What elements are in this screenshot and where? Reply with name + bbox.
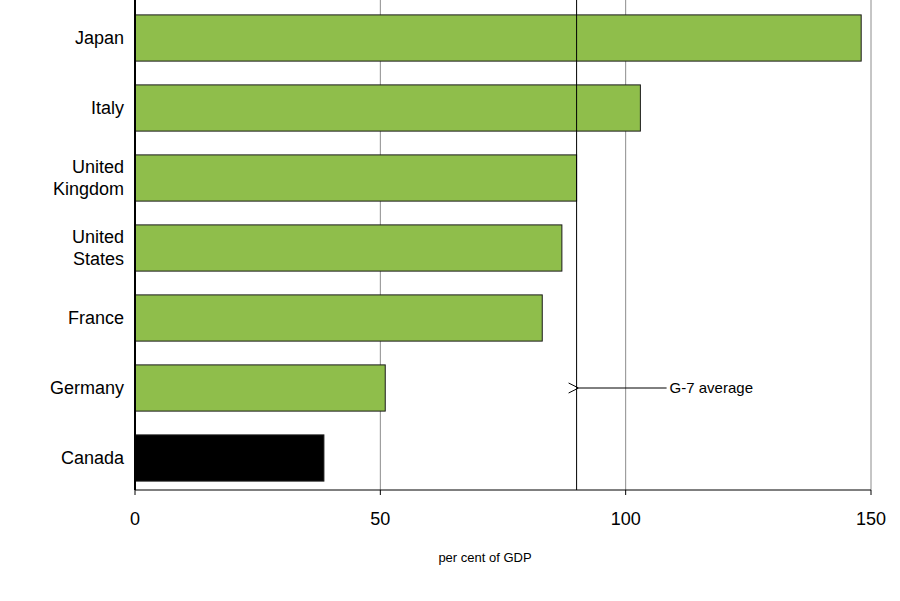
label-line: Italy	[91, 98, 124, 118]
label-line: United	[72, 157, 124, 177]
category-label: Germany	[50, 378, 124, 398]
label-line: Kingdom	[53, 179, 124, 199]
grid-line	[135, 0, 136, 490]
tick	[380, 490, 381, 495]
annotation: G-7 average	[670, 379, 753, 396]
bar	[135, 15, 861, 61]
label-line: Japan	[75, 28, 124, 48]
grid-line	[871, 0, 872, 490]
tick	[871, 490, 872, 495]
bar	[135, 295, 542, 341]
axis-label: per cent of GDP	[438, 550, 531, 565]
bar	[135, 85, 640, 131]
category-label: UnitedStates	[72, 227, 124, 269]
tick-label: 0	[130, 509, 140, 529]
bar	[135, 365, 385, 411]
annotation-arrow	[579, 388, 667, 389]
chart: JapanItalyUnitedKingdomUnitedStatesFranc…	[0, 0, 900, 601]
category-label: UnitedKingdom	[53, 157, 124, 199]
label-line: Germany	[50, 378, 124, 398]
tick	[625, 490, 626, 495]
label-line: France	[68, 308, 124, 328]
label-line: States	[73, 249, 124, 269]
label-line: Canada	[61, 448, 125, 468]
category-label: Japan	[75, 28, 124, 48]
label-line: United	[72, 227, 124, 247]
y-axis	[134, 0, 136, 490]
tick-label: 100	[611, 509, 641, 529]
x-axis	[135, 490, 871, 491]
average-line	[576, 0, 577, 490]
bar	[135, 155, 577, 201]
bars	[135, 15, 861, 481]
bar	[135, 225, 562, 271]
tick	[135, 490, 136, 495]
grid-line	[625, 0, 626, 490]
tick-label: 50	[370, 509, 390, 529]
bar	[135, 435, 324, 481]
category-label: France	[68, 308, 124, 328]
category-label: Italy	[91, 98, 124, 118]
category-label: Canada	[61, 448, 125, 468]
tick-label: 150	[856, 509, 886, 529]
